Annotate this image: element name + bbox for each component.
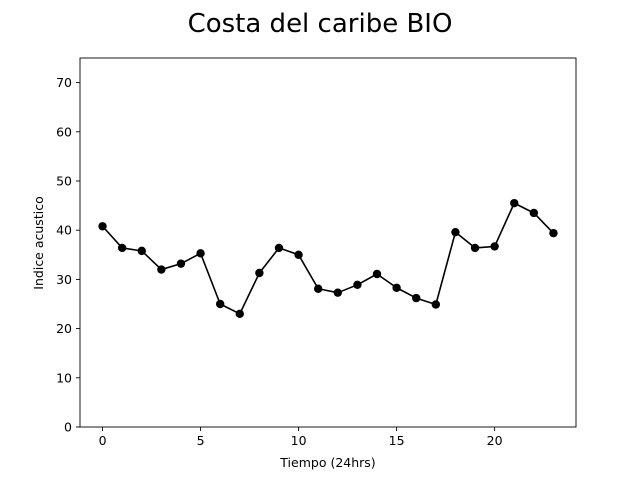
data-point <box>490 242 498 250</box>
x-tick-label: 10 <box>291 433 307 448</box>
data-point <box>412 294 420 302</box>
data-point <box>334 288 342 296</box>
data-point <box>451 228 459 236</box>
x-tick-label: 5 <box>197 433 205 448</box>
data-point <box>255 269 263 277</box>
data-point <box>118 244 126 252</box>
data-point <box>314 285 322 293</box>
y-tick-label: 10 <box>56 370 72 385</box>
y-tick-label: 70 <box>56 75 72 90</box>
plot-area: 0 5 10 15 20 0 10 20 30 40 50 60 70 <box>56 58 576 448</box>
data-point <box>353 281 361 289</box>
data-point <box>510 199 518 207</box>
x-tick-label: 20 <box>487 433 503 448</box>
y-tick-label: 30 <box>56 272 72 287</box>
data-point <box>275 244 283 252</box>
y-tick-label: 0 <box>64 420 72 435</box>
data-point <box>373 270 381 278</box>
data-point <box>216 300 224 308</box>
y-tick-label: 60 <box>56 124 72 139</box>
y-tick-label: 40 <box>56 223 72 238</box>
x-tick-label: 0 <box>99 433 107 448</box>
data-point <box>236 310 244 318</box>
y-tick-label: 50 <box>56 174 72 189</box>
chart-title: Costa del caribe BIO <box>188 9 453 39</box>
data-point <box>196 249 204 257</box>
x-tick-label: 15 <box>389 433 405 448</box>
plot-frame <box>80 58 576 427</box>
data-point <box>157 265 165 273</box>
data-point <box>98 222 106 230</box>
data-point <box>138 247 146 255</box>
data-point <box>530 209 538 217</box>
data-point <box>177 259 185 267</box>
data-point <box>471 244 479 252</box>
y-tick-label: 20 <box>56 321 72 336</box>
x-axis-label: Tiempo (24hrs) <box>279 455 375 470</box>
data-point <box>432 300 440 308</box>
data-point <box>549 229 557 237</box>
y-axis-label: Indice acustico <box>31 196 46 289</box>
data-point <box>294 251 302 259</box>
series-line <box>103 203 554 314</box>
data-point <box>392 284 400 292</box>
